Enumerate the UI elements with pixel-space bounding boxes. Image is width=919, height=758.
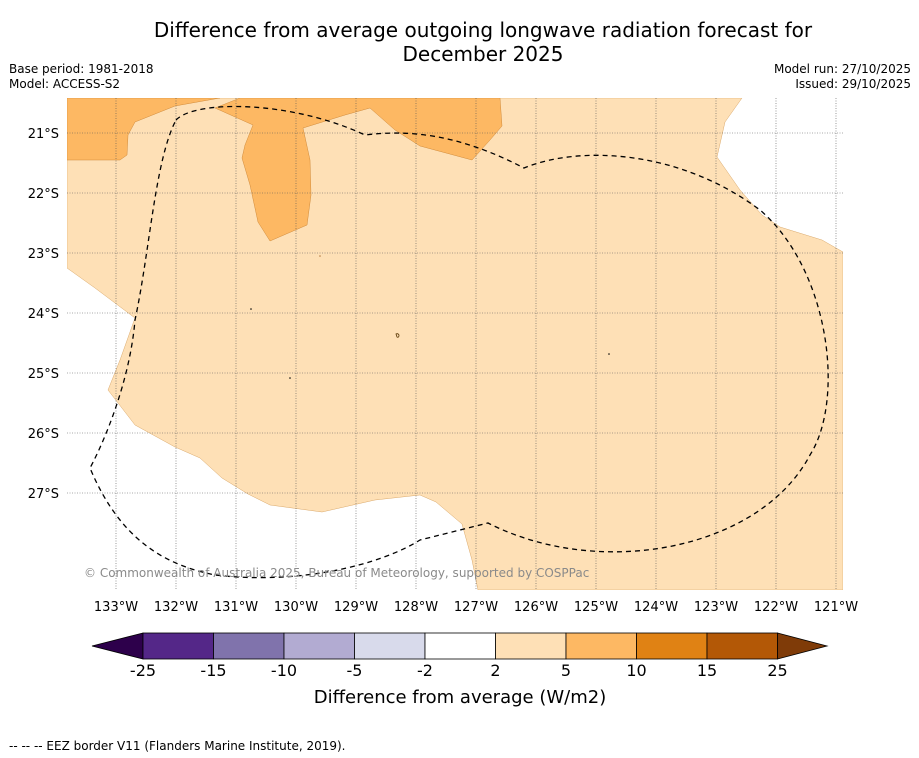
colorbar-tick: 2 [490, 661, 500, 680]
colorbar-extend-low [91, 632, 144, 660]
lat-label: 21°S [28, 127, 59, 142]
isolated-contour [395, 333, 400, 338]
lat-label: 22°S [28, 187, 59, 202]
lon-label: 129°W [334, 600, 378, 615]
model-name: Model: ACCESS-S2 [9, 77, 121, 91]
lat-label: 26°S [28, 427, 59, 442]
meta-right: Model run: 27/10/2025 Issued: 29/10/2025 [774, 62, 911, 92]
gridlines [67, 98, 843, 590]
isolated-dot [319, 255, 321, 257]
lon-label: 130°W [274, 600, 318, 615]
colorbar-tick: 5 [561, 661, 571, 680]
lon-label: 124°W [634, 600, 678, 615]
colorbar-swatch [283, 632, 355, 660]
colorbar-tick: 15 [697, 661, 717, 680]
isolated-dot [289, 377, 291, 379]
colorbar-swatch [706, 632, 778, 660]
lat-label: 23°S [28, 247, 59, 262]
lon-labels: 133°W 132°W 131°W 130°W 129°W 128°W 127°… [94, 600, 858, 615]
lon-label: 133°W [94, 600, 138, 615]
colorbar-swatch [213, 632, 285, 660]
colorbar-tick: 10 [626, 661, 646, 680]
lon-label: 123°W [694, 600, 738, 615]
colorbar-label: Difference from average (W/m2) [314, 687, 606, 708]
eez-legend: -- -- -- EEZ border V11 (Flanders Marine… [9, 739, 346, 753]
colorbar-swatch [142, 632, 214, 660]
colorbar-swatch [424, 632, 496, 660]
isolated-dot [608, 353, 610, 355]
lon-label: 128°W [394, 600, 438, 615]
map-area: © Commonwealth of Australia 2025, Bureau… [67, 98, 843, 590]
lat-label: 25°S [28, 367, 59, 382]
isolated-dot [250, 308, 252, 310]
lon-label: 125°W [574, 600, 618, 615]
lon-label: 126°W [514, 600, 558, 615]
colorbar-swatch [636, 632, 708, 660]
title-line-1: Difference from average outgoing longwav… [153, 18, 813, 42]
title-line-2: December 2025 [402, 42, 564, 66]
map-title: Difference from average outgoing longwav… [0, 18, 919, 66]
anomaly-5-10-region-west [67, 98, 221, 161]
colorbar-tick: -10 [271, 661, 297, 680]
colorbar-swatch [495, 632, 567, 660]
meta-left: Base period: 1981-2018 Model: ACCESS-S2 [9, 62, 154, 92]
anomaly-5-10-region-center [214, 98, 503, 242]
lon-label: 121°W [814, 600, 858, 615]
lat-label: 27°S [28, 487, 59, 502]
lon-label: 122°W [754, 600, 798, 615]
base-period: Base period: 1981-2018 [9, 62, 154, 76]
colorbar-tick: -2 [417, 661, 433, 680]
lon-label: 132°W [154, 600, 198, 615]
colorbar-swatch [565, 632, 637, 660]
colorbar-extend-high [777, 632, 829, 660]
issued-date: Issued: 29/10/2025 [795, 77, 911, 91]
model-run: Model run: 27/10/2025 [773, 62, 911, 76]
colorbar [91, 632, 829, 660]
copyright-notice: © Commonwealth of Australia 2025, Bureau… [84, 566, 589, 580]
lat-labels: 21°S 22°S 23°S 24°S 25°S 26°S 27°S [28, 127, 59, 502]
lon-label: 131°W [214, 600, 258, 615]
lon-label: 127°W [454, 600, 498, 615]
colorbar-swatch [354, 632, 426, 660]
colorbar-tick: 25 [767, 661, 787, 680]
colorbar-tick: -5 [347, 661, 363, 680]
colorbar-tick: -15 [200, 661, 226, 680]
lat-label: 24°S [28, 307, 59, 322]
colorbar-tick: -25 [130, 661, 156, 680]
colorbar-ticks: -25 -15 -10 -5 -2 2 5 10 15 25 [130, 661, 788, 680]
